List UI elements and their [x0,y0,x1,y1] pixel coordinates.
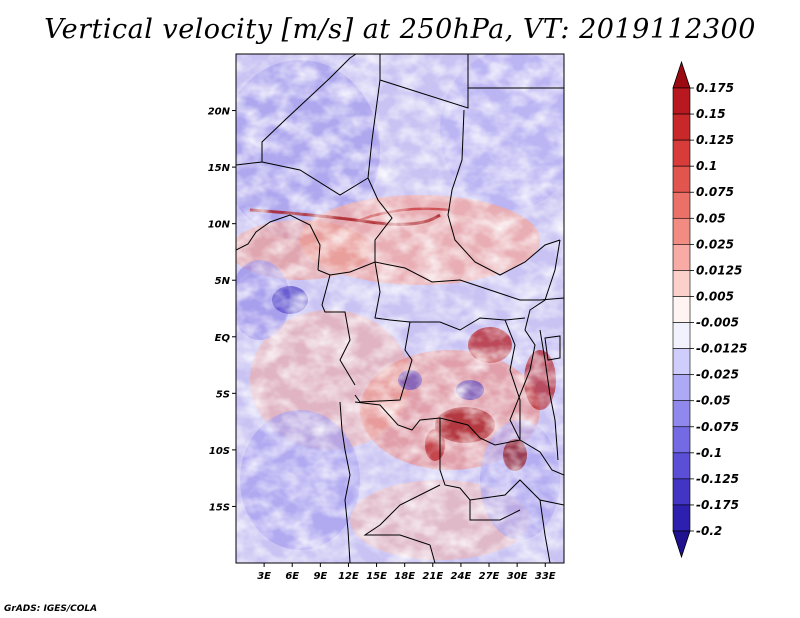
y-tick-label: EQ [215,333,231,344]
y-tick-label: 10S [209,446,230,457]
colorbar-label: 0.1 [696,159,717,173]
colorbar-swatch [672,296,691,323]
y-tick-label: 10N [208,220,231,231]
credit-text: GrADS: IGES/COLA [4,604,98,614]
y-tick-label: 5S [216,389,230,400]
y-tick-label: 5N [215,276,231,287]
x-tick-label: 21E [422,571,443,582]
colorbar-label: -0.2 [696,524,722,538]
x-tick-label: 15E [366,571,387,582]
colorbar-swatch [672,270,691,297]
colorbar-swatch [672,165,691,193]
colorbar-swatch [672,244,691,271]
x-tick-label: 12E [338,571,359,582]
colorbar-top-cap [672,60,691,89]
colorbar-label: -0.175 [696,498,739,512]
colorbar-label: -0.0125 [696,342,747,356]
colorbar-swatch [672,400,691,428]
colorbar-swatch [672,322,691,349]
velocity-field [236,54,564,563]
plot-frame [235,53,565,564]
x-tick-label: 18E [394,571,415,582]
colorbar-label: 0.025 [696,237,734,251]
y-tick-label: 15N [208,163,231,174]
x-tick-label: 27E [479,571,500,582]
colorbar-swatch [672,139,691,167]
colorbar-bottom-cap [672,530,691,559]
y-tick-label: 20N [208,107,231,118]
colorbar-label: -0.125 [696,472,739,486]
x-tick-label: 30E [507,571,528,582]
colorbar-swatch [672,478,691,506]
colorbar-label: 0.005 [696,289,734,303]
colorbar-swatch [672,191,691,219]
x-tick-label: 6E [285,571,299,582]
x-tick-label: 24E [451,571,472,582]
colorbar-swatch [672,452,691,480]
colorbar-label: 0.0125 [696,263,742,277]
colorbar-label: -0.1 [696,446,722,460]
colorbar-label: -0.075 [696,420,739,434]
colorbar: 0.175 0.15 0.125 0.1 0.075 0.05 0.025 0.0125 0.0… [672,60,747,559]
x-tick-label: 9E [313,571,327,582]
colorbar-swatch [672,426,691,454]
country-borders [236,54,564,563]
y-tick-label: 15S [209,502,230,513]
colorbar-label: 0.05 [696,211,726,225]
colorbar-label: -0.025 [696,368,739,382]
colorbar-label: -0.005 [696,316,739,330]
x-axis: 3E 6E 9E 12E 15E 18E 21E 24E 27E 30E 33E [257,563,556,582]
colorbar-swatch [672,217,691,245]
colorbar-swatch [672,87,691,115]
colorbar-label: 0.075 [696,185,734,199]
x-tick-label: 33E [535,571,556,582]
colorbar-label: -0.05 [696,394,731,408]
x-tick-label: 3E [257,571,271,582]
colorbar-swatch [672,348,691,375]
colorbar-label: 0.125 [696,133,734,147]
colorbar-label: 0.15 [696,107,726,121]
colorbar-swatch [672,374,691,402]
map-title: Vertical velocity [m/s] at 250hPa, VT: 2… [44,14,756,45]
y-axis: 20N 15N 10N 5N EQ 5S 10S 15S [208,107,236,513]
colorbar-label: 0.175 [696,81,734,95]
colorbar-swatch [672,113,691,141]
colorbar-swatch [672,504,691,532]
